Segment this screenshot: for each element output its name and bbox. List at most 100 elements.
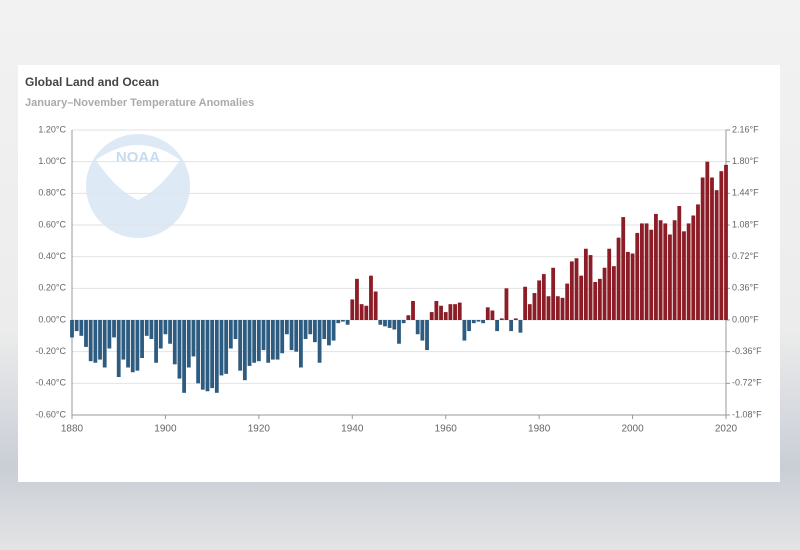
- y-tick-label: -0.40°C: [35, 378, 66, 388]
- bar: [593, 282, 598, 320]
- bar: [415, 320, 420, 335]
- bar: [369, 275, 373, 320]
- bar: [411, 301, 415, 320]
- bar: [546, 296, 551, 320]
- bar: [541, 274, 546, 320]
- bar: [322, 320, 327, 339]
- bar: [509, 320, 514, 332]
- bar: [523, 286, 528, 320]
- bar: [364, 305, 369, 320]
- bar: [378, 320, 383, 325]
- bar: [602, 267, 607, 320]
- bar: [284, 320, 289, 335]
- bar: [116, 320, 121, 377]
- y-tick-label: -0.60°C: [35, 409, 66, 419]
- bar: [579, 275, 584, 320]
- bar: [724, 164, 728, 320]
- bar: [462, 320, 467, 341]
- bar: [719, 171, 724, 320]
- bar: [219, 320, 224, 376]
- x-tick-label: 1900: [154, 424, 177, 435]
- y2-tick-label: 0.00°F: [732, 314, 759, 324]
- y2-tick-label: 1.44°F: [732, 188, 759, 198]
- bar: [135, 320, 140, 371]
- bar: [102, 320, 107, 368]
- bar: [630, 253, 635, 320]
- bar: [70, 320, 74, 338]
- bar: [298, 320, 303, 368]
- bar: [140, 320, 144, 358]
- bar: [467, 320, 471, 332]
- bar: [574, 258, 579, 320]
- x-tick-label: 2000: [621, 424, 644, 435]
- bar: [228, 320, 233, 349]
- bar: [242, 320, 247, 381]
- bar: [658, 220, 663, 320]
- bar: [696, 204, 700, 320]
- y2-tick-label: 2.16°F: [732, 124, 759, 134]
- bar: [565, 283, 570, 320]
- bar: [714, 190, 719, 320]
- bar: [611, 266, 616, 320]
- bar: [74, 320, 79, 332]
- bar: [495, 320, 500, 332]
- logo-text: NOAA: [116, 149, 160, 166]
- y-tick-label: -0.20°C: [35, 346, 66, 356]
- bar: [471, 320, 476, 324]
- bar: [154, 320, 158, 363]
- bar: [499, 318, 504, 320]
- bar: [607, 248, 612, 320]
- bar: [686, 223, 691, 320]
- bar: [705, 161, 710, 320]
- bar: [569, 261, 574, 320]
- bar: [93, 320, 98, 363]
- bar: [625, 251, 630, 320]
- bar: [439, 305, 443, 320]
- bar: [532, 293, 537, 320]
- bar: [88, 320, 93, 362]
- bar: [313, 320, 317, 343]
- bar: [345, 320, 350, 325]
- y-tick-label: 0.20°C: [38, 283, 66, 293]
- bar: [238, 320, 243, 371]
- bar: [485, 307, 490, 320]
- bar: [429, 312, 434, 320]
- bar: [261, 320, 266, 351]
- bar: [513, 318, 518, 320]
- bar: [186, 320, 191, 368]
- bar: [527, 304, 532, 320]
- bar: [177, 320, 182, 379]
- bar: [583, 248, 588, 320]
- bar: [588, 255, 593, 320]
- bar: [425, 320, 429, 351]
- bar: [98, 320, 102, 360]
- bar: [555, 296, 560, 320]
- chart-title: Global Land and Ocean: [25, 75, 159, 89]
- y-tick-label: 0.40°C: [38, 251, 66, 261]
- x-tick-label: 1960: [435, 424, 458, 435]
- bar: [392, 320, 397, 330]
- bar: [126, 320, 130, 368]
- bar: [387, 320, 392, 328]
- bar: [504, 288, 509, 320]
- y-tick-label: 1.20°C: [38, 124, 66, 134]
- bar: [355, 278, 359, 320]
- bar: [149, 320, 154, 339]
- bar: [270, 320, 275, 360]
- y-tick-label: 0.60°C: [38, 219, 66, 229]
- bar: [434, 301, 439, 320]
- bar: [672, 220, 677, 320]
- bar: [616, 237, 621, 320]
- bar: [654, 213, 658, 320]
- bar: [551, 267, 556, 320]
- y-tick-label: 0.00°C: [38, 314, 66, 324]
- bar: [448, 304, 453, 320]
- bar: [210, 320, 215, 389]
- x-tick-label: 1920: [248, 424, 271, 435]
- bar: [168, 320, 173, 344]
- y2-tick-label: 0.72°F: [732, 251, 759, 261]
- bar: [266, 320, 271, 363]
- bar: [112, 320, 116, 338]
- bar: [205, 320, 210, 392]
